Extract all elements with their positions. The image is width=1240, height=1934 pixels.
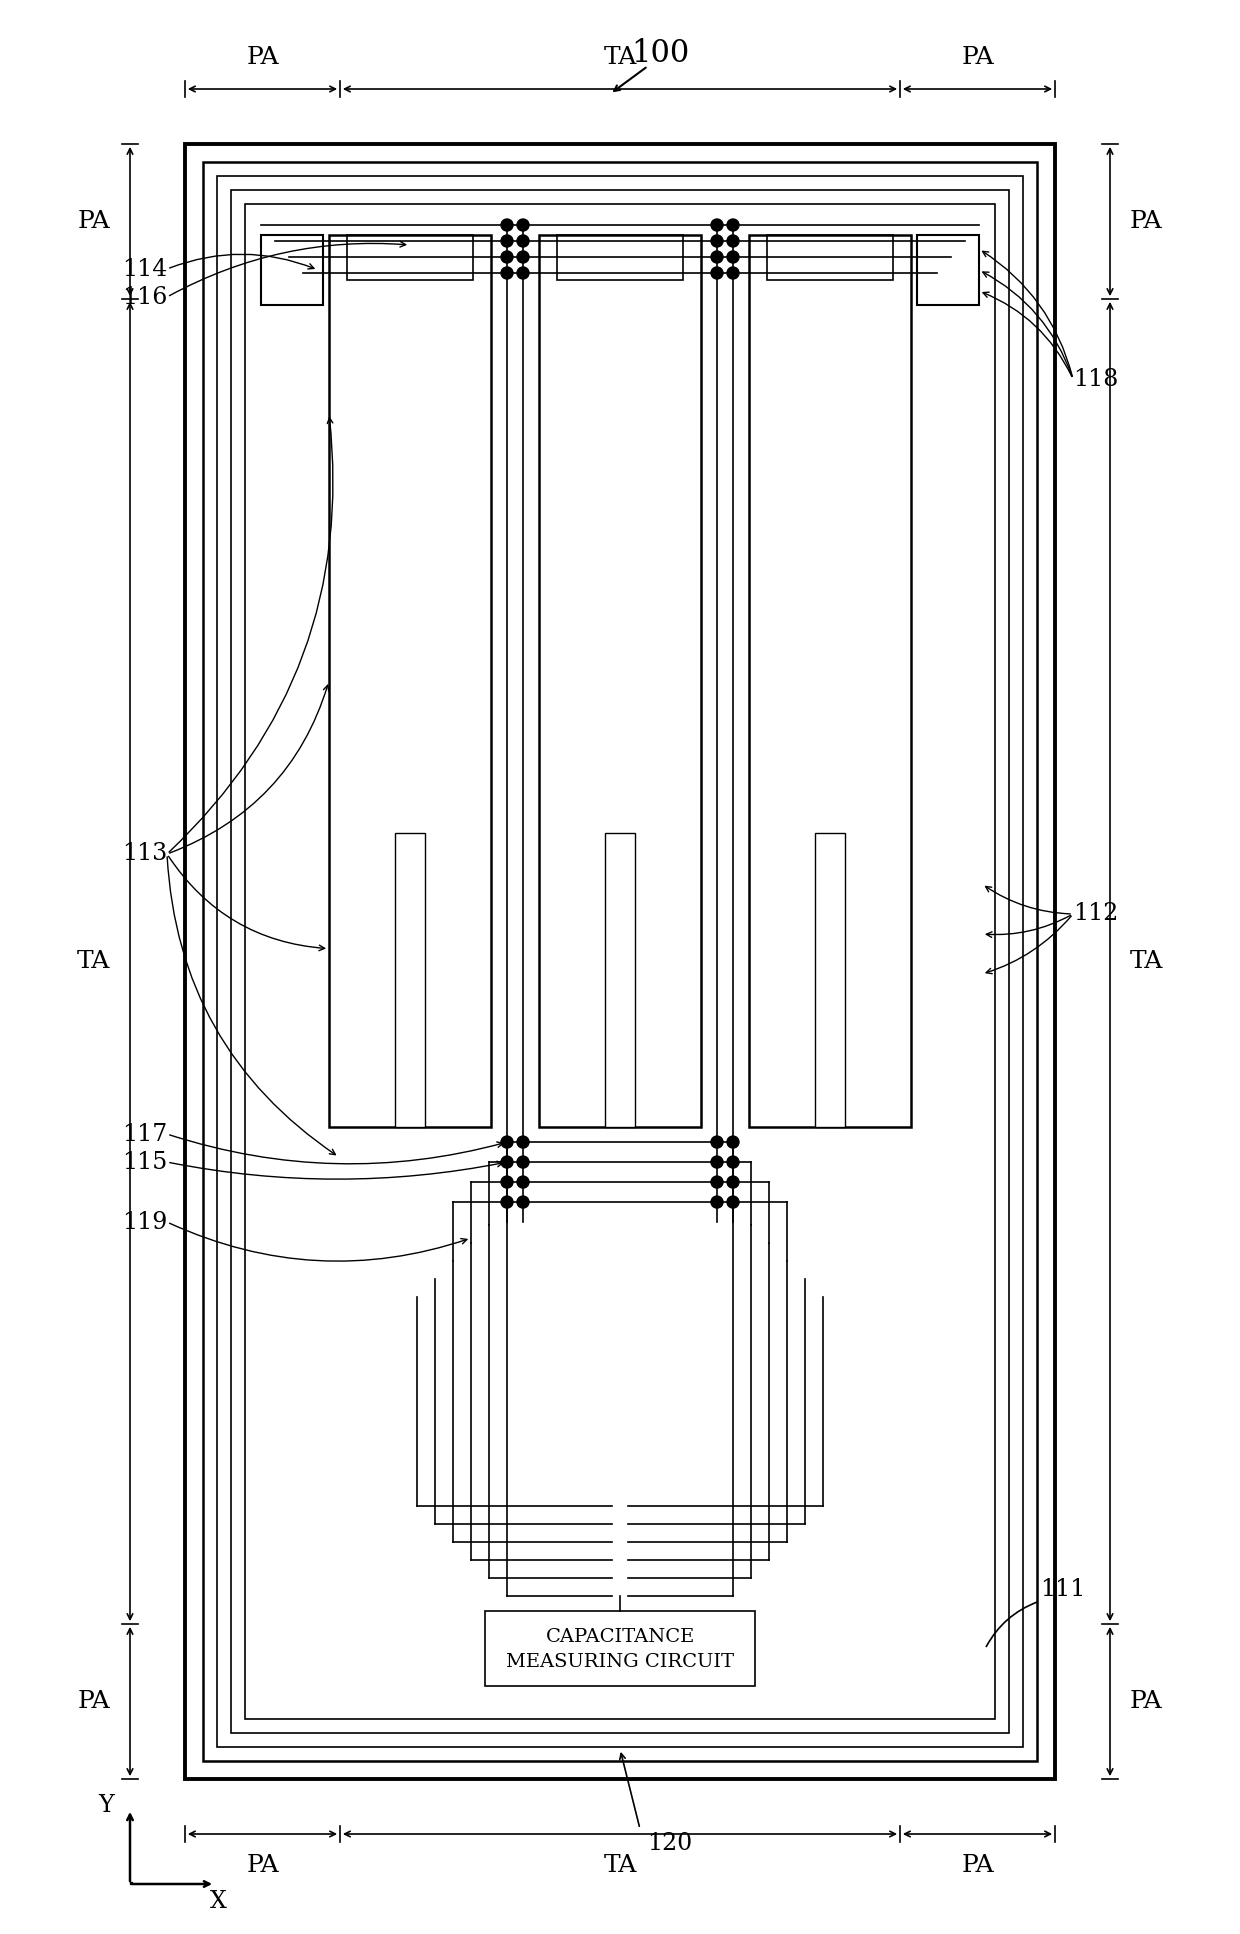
- Bar: [557, 236, 683, 280]
- Text: MEASURING CIRCUIT: MEASURING CIRCUIT: [506, 1654, 734, 1671]
- Bar: [246, 203, 994, 1719]
- Text: PA: PA: [77, 1690, 110, 1714]
- Text: 118: 118: [1073, 367, 1118, 391]
- Bar: [130, 1882, 131, 1884]
- Circle shape: [501, 236, 513, 248]
- Text: X: X: [210, 1891, 227, 1913]
- Text: PA: PA: [77, 211, 110, 232]
- Text: 119: 119: [122, 1211, 167, 1234]
- Circle shape: [517, 219, 529, 230]
- Bar: [485, 1611, 755, 1686]
- Circle shape: [517, 1176, 529, 1187]
- Text: 100: 100: [631, 39, 689, 70]
- Circle shape: [727, 219, 739, 230]
- Circle shape: [501, 1195, 513, 1209]
- Circle shape: [501, 1157, 513, 1168]
- Text: Y: Y: [98, 1795, 114, 1818]
- Text: PA: PA: [1130, 211, 1163, 232]
- Circle shape: [727, 267, 739, 278]
- Bar: [203, 162, 1037, 1762]
- Text: 120: 120: [647, 1833, 693, 1855]
- Bar: [185, 143, 1055, 1779]
- Circle shape: [711, 251, 723, 263]
- Text: TA: TA: [604, 1855, 636, 1878]
- Circle shape: [727, 236, 739, 248]
- Circle shape: [501, 1176, 513, 1187]
- Circle shape: [501, 251, 513, 263]
- Bar: [231, 190, 1009, 1733]
- Text: 111: 111: [1040, 1578, 1085, 1601]
- Circle shape: [517, 251, 529, 263]
- Bar: [749, 236, 911, 1128]
- Circle shape: [727, 1157, 739, 1168]
- Bar: [918, 236, 980, 306]
- Bar: [605, 834, 635, 1128]
- Circle shape: [501, 267, 513, 278]
- Bar: [815, 834, 844, 1128]
- Circle shape: [727, 251, 739, 263]
- Text: TA: TA: [604, 46, 636, 70]
- Circle shape: [517, 267, 529, 278]
- Text: PA: PA: [961, 1855, 993, 1878]
- Circle shape: [727, 1176, 739, 1187]
- Circle shape: [501, 219, 513, 230]
- Circle shape: [711, 236, 723, 248]
- Text: 113: 113: [122, 843, 167, 866]
- Bar: [260, 236, 322, 306]
- Text: 114: 114: [122, 257, 167, 280]
- Bar: [396, 834, 425, 1128]
- Circle shape: [711, 267, 723, 278]
- Text: PA: PA: [961, 46, 993, 70]
- Bar: [329, 236, 491, 1128]
- Bar: [217, 176, 1023, 1746]
- Circle shape: [727, 1135, 739, 1149]
- Text: PA: PA: [247, 1855, 279, 1878]
- Circle shape: [711, 219, 723, 230]
- Text: 116: 116: [122, 286, 167, 309]
- Text: TA: TA: [77, 950, 110, 973]
- Text: 117: 117: [122, 1122, 167, 1145]
- Text: 112: 112: [1073, 903, 1118, 926]
- Bar: [539, 236, 701, 1128]
- Bar: [347, 236, 472, 280]
- Circle shape: [517, 236, 529, 248]
- Text: PA: PA: [247, 46, 279, 70]
- Circle shape: [711, 1195, 723, 1209]
- Text: PA: PA: [1130, 1690, 1163, 1714]
- Bar: [768, 236, 893, 280]
- Circle shape: [711, 1135, 723, 1149]
- Circle shape: [711, 1157, 723, 1168]
- Circle shape: [517, 1135, 529, 1149]
- Circle shape: [517, 1157, 529, 1168]
- Circle shape: [501, 1135, 513, 1149]
- Text: TA: TA: [1130, 950, 1163, 973]
- Text: CAPACITANCE: CAPACITANCE: [546, 1628, 694, 1646]
- Circle shape: [711, 1176, 723, 1187]
- Text: 115: 115: [122, 1151, 167, 1174]
- Circle shape: [517, 1195, 529, 1209]
- Circle shape: [727, 1195, 739, 1209]
